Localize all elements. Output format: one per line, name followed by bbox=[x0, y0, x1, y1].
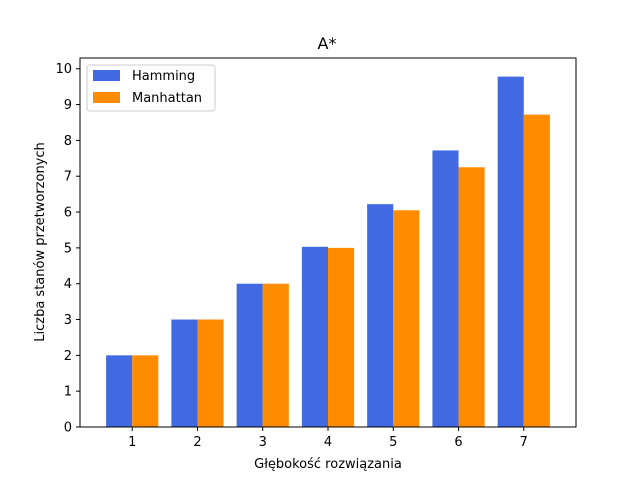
x-tick-label: 6 bbox=[454, 435, 462, 450]
y-axis: 0 1 2 3 4 5 6 7 8 9 10 bbox=[55, 62, 80, 436]
y-tick-label: 5 bbox=[64, 241, 72, 256]
y-axis-label: Liczba stanów przetworzonych bbox=[33, 142, 48, 342]
x-tick-label: 5 bbox=[389, 435, 397, 450]
x-tick-label: 3 bbox=[259, 435, 267, 450]
bar-hamming-5 bbox=[367, 204, 394, 427]
y-tick-label: 8 bbox=[64, 134, 72, 149]
bar-manhattan-4 bbox=[328, 247, 355, 427]
legend-swatch-hamming bbox=[93, 70, 120, 81]
y-tick-label: 10 bbox=[55, 62, 72, 77]
bar-hamming-6 bbox=[432, 150, 459, 427]
x-tick-label: 1 bbox=[128, 435, 136, 450]
x-tick-label: 7 bbox=[520, 435, 528, 450]
bar-hamming-3 bbox=[236, 283, 263, 427]
bar-hamming-7 bbox=[497, 76, 524, 428]
bar-manhattan-7 bbox=[523, 114, 550, 427]
bar-manhattan-5 bbox=[393, 210, 420, 427]
chart-title: A* bbox=[318, 34, 337, 53]
bar-hamming-1 bbox=[106, 355, 133, 427]
y-tick-label: 0 bbox=[64, 421, 72, 436]
x-axis: 1 2 3 4 5 6 7 bbox=[128, 427, 528, 450]
y-tick-label: 9 bbox=[64, 98, 72, 113]
y-tick-label: 1 bbox=[64, 385, 72, 400]
x-tick-label: 4 bbox=[324, 435, 332, 450]
y-tick-label: 6 bbox=[64, 206, 72, 221]
bar-hamming-4 bbox=[301, 246, 328, 427]
legend-swatch-manhattan bbox=[93, 92, 120, 103]
y-tick-label: 3 bbox=[64, 313, 72, 328]
bar-manhattan-6 bbox=[458, 167, 485, 428]
bar-hamming-2 bbox=[171, 319, 198, 427]
bar-manhattan-3 bbox=[262, 283, 289, 427]
y-tick-label: 2 bbox=[64, 349, 72, 364]
bar-manhattan-2 bbox=[197, 319, 224, 427]
bars-group bbox=[106, 76, 550, 428]
y-tick-label: 4 bbox=[64, 277, 72, 292]
legend-label-manhattan: Manhattan bbox=[132, 91, 202, 106]
legend: Hamming Manhattan bbox=[86, 64, 216, 112]
legend-label-hamming: Hamming bbox=[132, 69, 195, 84]
y-tick-label: 7 bbox=[64, 170, 72, 185]
x-axis-label: Głębokość rozwiązania bbox=[254, 457, 402, 472]
bar-manhattan-1 bbox=[132, 355, 159, 427]
x-tick-label: 2 bbox=[193, 435, 201, 450]
plot-frame bbox=[79, 57, 577, 428]
